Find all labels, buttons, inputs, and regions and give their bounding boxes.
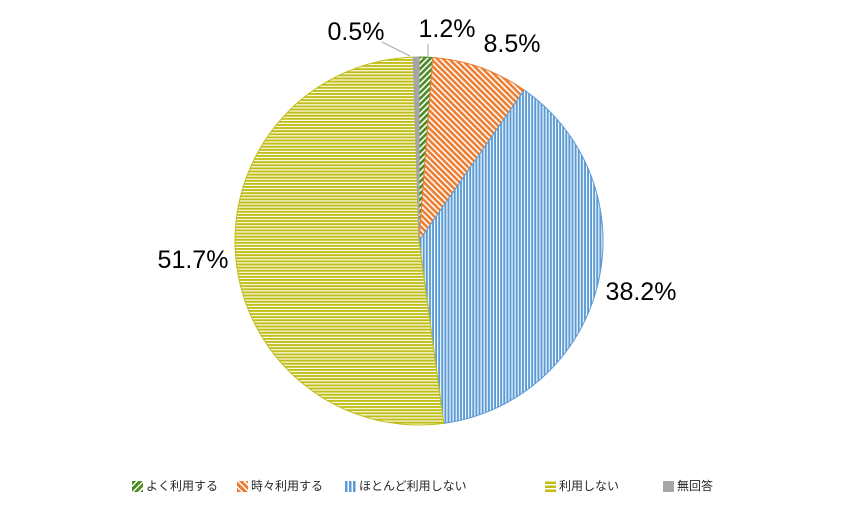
data-labels: 1.2% 8.5% 38.2% 51.7% 0.5% xyxy=(158,15,677,306)
legend-swatch-never xyxy=(545,480,556,492)
legend-swatch-often xyxy=(132,480,143,492)
pie-slice-2[interactable] xyxy=(418,89,604,424)
leader-lines xyxy=(381,41,429,57)
legend-swatch-no-answer xyxy=(663,480,674,492)
legend-swatch-sometimes xyxy=(237,480,248,492)
legend-item-sometimes[interactable]: 時々利用する xyxy=(237,478,323,494)
data-label-sometimes: 8.5% xyxy=(484,30,541,58)
legend-item-no-answer[interactable]: 無回答 xyxy=(663,478,713,494)
legend-label-no-answer: 無回答 xyxy=(677,479,714,493)
data-label-no-answer: 0.5% xyxy=(328,18,385,46)
pie-slice-4[interactable] xyxy=(412,56,420,242)
legend-swatch-rarely xyxy=(345,480,356,492)
pie-slice-3[interactable] xyxy=(234,56,445,426)
pie-slices xyxy=(234,56,604,426)
legend-item-rarely[interactable]: ほとんど利用しない xyxy=(345,478,467,494)
legend: よく利用する 時々利用する ほとんど利用しない 利用しない 無回答 xyxy=(0,478,856,498)
legend-item-never[interactable]: 利用しない xyxy=(545,478,619,494)
data-label-often: 1.2% xyxy=(419,15,476,43)
legend-item-often[interactable]: よく利用する xyxy=(132,478,218,494)
legend-label-sometimes: 時々利用する xyxy=(251,479,324,493)
leader-line-no-answer xyxy=(381,41,411,57)
legend-label-never: 利用しない xyxy=(559,479,620,493)
legend-label-rarely: ほとんど利用しない xyxy=(359,479,467,493)
legend-label-often: よく利用する xyxy=(146,479,219,493)
data-label-rarely: 38.2% xyxy=(606,278,677,306)
data-label-never: 51.7% xyxy=(158,246,229,274)
pie-slice-1[interactable] xyxy=(418,57,525,242)
